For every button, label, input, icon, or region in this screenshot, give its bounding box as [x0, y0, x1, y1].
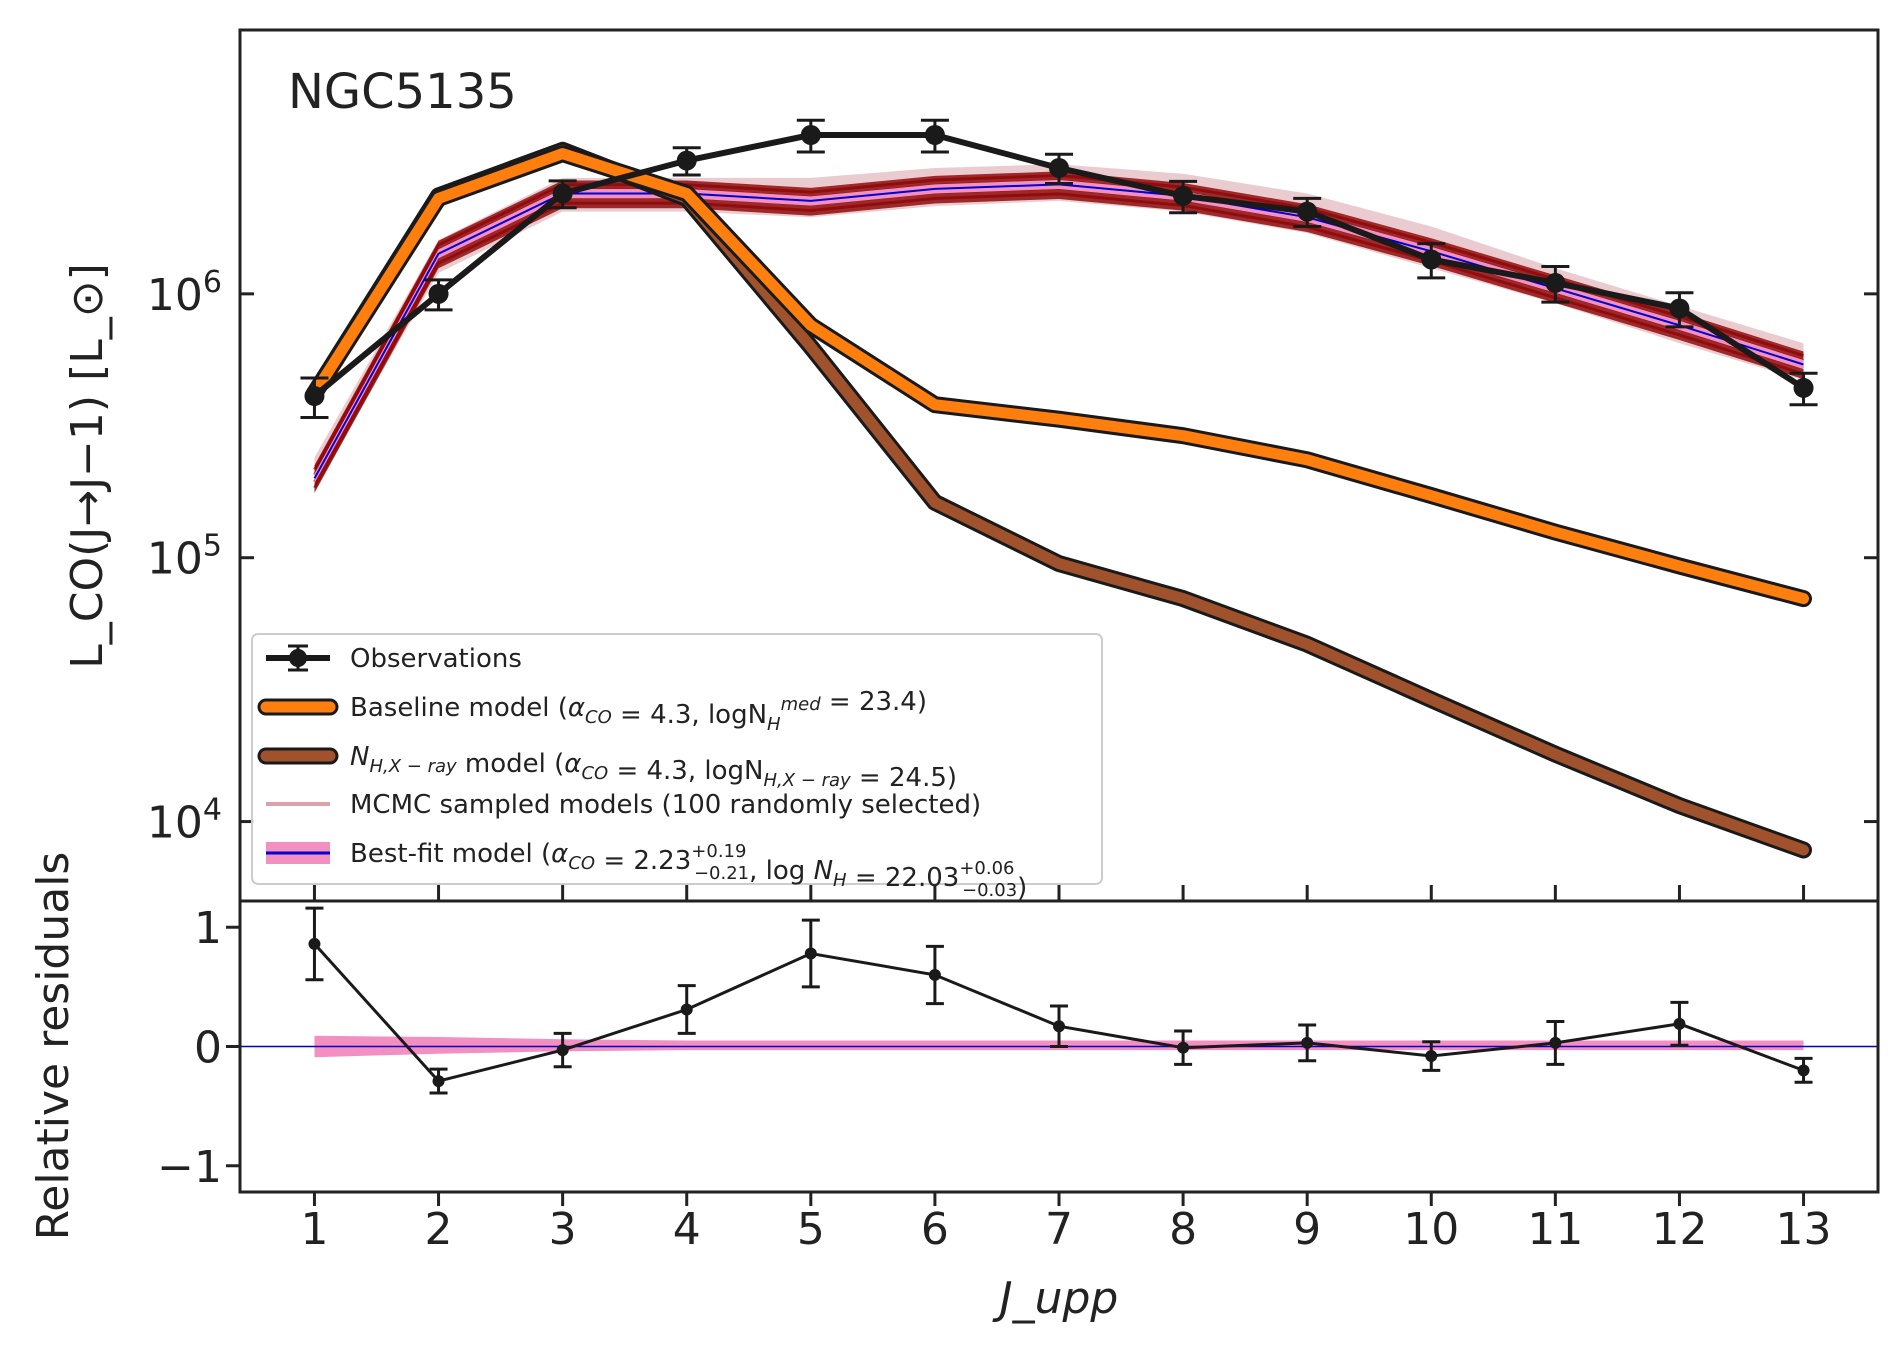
observation-marker [1669, 298, 1690, 319]
legend-entry-bestfit: Best-fit model (αCO = 2.23+0.19 −0.21, lo… [266, 839, 1027, 903]
residual-marker [680, 1003, 693, 1016]
residual-point [305, 906, 324, 982]
observation-marker [1421, 249, 1442, 270]
observation-marker [552, 183, 573, 204]
observation-marker [800, 124, 821, 145]
observation-marker [1545, 272, 1566, 293]
observation-point [1045, 152, 1073, 185]
x-tick-label: 8 [1169, 1204, 1197, 1255]
bottom-y-tick-label: −1 [157, 1142, 222, 1193]
residual-marker [1549, 1036, 1562, 1049]
observation-point [796, 118, 825, 154]
residual-point [429, 1067, 448, 1095]
observation-point [1665, 291, 1694, 329]
x-tick-label: 4 [673, 1204, 701, 1255]
residual-point [1050, 1004, 1068, 1048]
residual-marker [928, 968, 941, 981]
x-tick-label: 9 [1293, 1204, 1321, 1255]
legend-entry-mcmc: MCMC sampled models (100 randomly select… [266, 790, 981, 820]
observation-point [1169, 179, 1198, 215]
legend: Observations Baseline model (αCO = 4.3, l… [251, 633, 1103, 903]
baseline-line [309, 148, 1809, 605]
residual-marker [1797, 1064, 1810, 1077]
observation-marker [676, 150, 697, 171]
x-axis-label: J_upp [992, 1273, 1119, 1324]
observation-point [1541, 264, 1570, 304]
x-tick-label: 7 [1045, 1204, 1073, 1255]
x-tick-label: 12 [1651, 1204, 1707, 1255]
residual-point [677, 984, 696, 1035]
bottom-y-tick-label: 1 [194, 903, 222, 954]
residual-marker [432, 1075, 445, 1088]
legend-label: NH,X − ray model (αCO = 4.3, logNH,X − r… [350, 742, 957, 793]
residual-marker [308, 937, 321, 950]
top-y-tick-label: 105 [147, 529, 222, 585]
residual-point [1174, 1029, 1193, 1066]
observation-point [1417, 242, 1446, 280]
legend-entry-nh_xray: NH,X − ray model (αCO = 4.3, logNH,X − r… [257, 742, 957, 793]
residual-point [1670, 1000, 1689, 1047]
bottom-y-ticks: −1 0 1 [157, 903, 240, 1193]
residual-marker [1425, 1050, 1438, 1063]
observation-marker [1049, 157, 1069, 178]
x-tick-label: 1 [300, 1204, 328, 1255]
residual-marker [1053, 1020, 1065, 1033]
residual-marker [1673, 1017, 1686, 1030]
residual-point [801, 918, 820, 989]
top-y-tick-label: 106 [147, 265, 222, 321]
observation-point [672, 146, 701, 177]
observation-marker [1173, 185, 1194, 206]
x-tick-label: 10 [1403, 1204, 1459, 1255]
legend-label: Best-fit model (αCO = 2.23+0.19 −0.21, lo… [350, 839, 1027, 903]
residual-point [1794, 1056, 1813, 1084]
residual-marker [556, 1044, 569, 1057]
legend-box [251, 633, 1103, 885]
top-y-ticks: 104 105 106 [147, 265, 1878, 849]
top-panel: 104 105 106 NGC5135 L_CO(J→J−1) [L_⊙] Obse… [62, 28, 1880, 903]
top-y-tick-label: 104 [147, 793, 222, 849]
x-tick-label: 6 [921, 1204, 949, 1255]
panel-title: NGC5135 [288, 64, 517, 120]
top-plot-area [300, 118, 1818, 859]
observation-point [920, 118, 949, 154]
x-tick-label: 5 [797, 1204, 825, 1255]
observation-marker [428, 283, 449, 304]
residual-point [1546, 1019, 1565, 1066]
legend-label: Observations [350, 644, 522, 674]
bottom-plot-area [240, 906, 1878, 1095]
legend-handle-marker [289, 649, 307, 667]
observation-point [300, 376, 329, 419]
observation-point [424, 278, 453, 312]
x-axis: 1 2 3 4 5 6 7 8 9 10 11 12 13 [300, 885, 1832, 1255]
observation-point [1293, 196, 1322, 229]
x-tick-label: 3 [549, 1204, 577, 1255]
legend-label: MCMC sampled models (100 randomly select… [350, 790, 981, 820]
observation-marker [924, 124, 945, 145]
residual-marker [804, 947, 817, 960]
observation-marker [1793, 377, 1814, 398]
bottom-y-tick-label: 0 [194, 1023, 222, 1074]
x-tick-label: 2 [425, 1204, 453, 1255]
residual-point [925, 944, 944, 1006]
legend-entry-observations: Observations [266, 644, 522, 674]
top-y-axis-label: L_CO(J→J−1) [L_⊙] [62, 263, 113, 669]
observation-point [548, 179, 577, 210]
x-tick-label: 13 [1776, 1204, 1832, 1255]
observation-marker [304, 386, 325, 407]
residual-point [1422, 1040, 1441, 1072]
residual-marker [1177, 1041, 1190, 1054]
residual-point [553, 1031, 572, 1069]
observation-marker [1297, 201, 1318, 222]
legend-entry-baseline: Baseline model (αCO = 4.3, logNHmed = 23… [257, 687, 927, 735]
observation-point [1789, 371, 1818, 407]
bottom-y-axis-label: Relative residuals [28, 852, 79, 1241]
x-tick-label: 11 [1527, 1204, 1583, 1255]
residual-marker [1301, 1036, 1314, 1049]
residual-point [1298, 1023, 1317, 1063]
legend-label: Baseline model (αCO = 4.3, logNHmed = 23… [350, 687, 927, 735]
